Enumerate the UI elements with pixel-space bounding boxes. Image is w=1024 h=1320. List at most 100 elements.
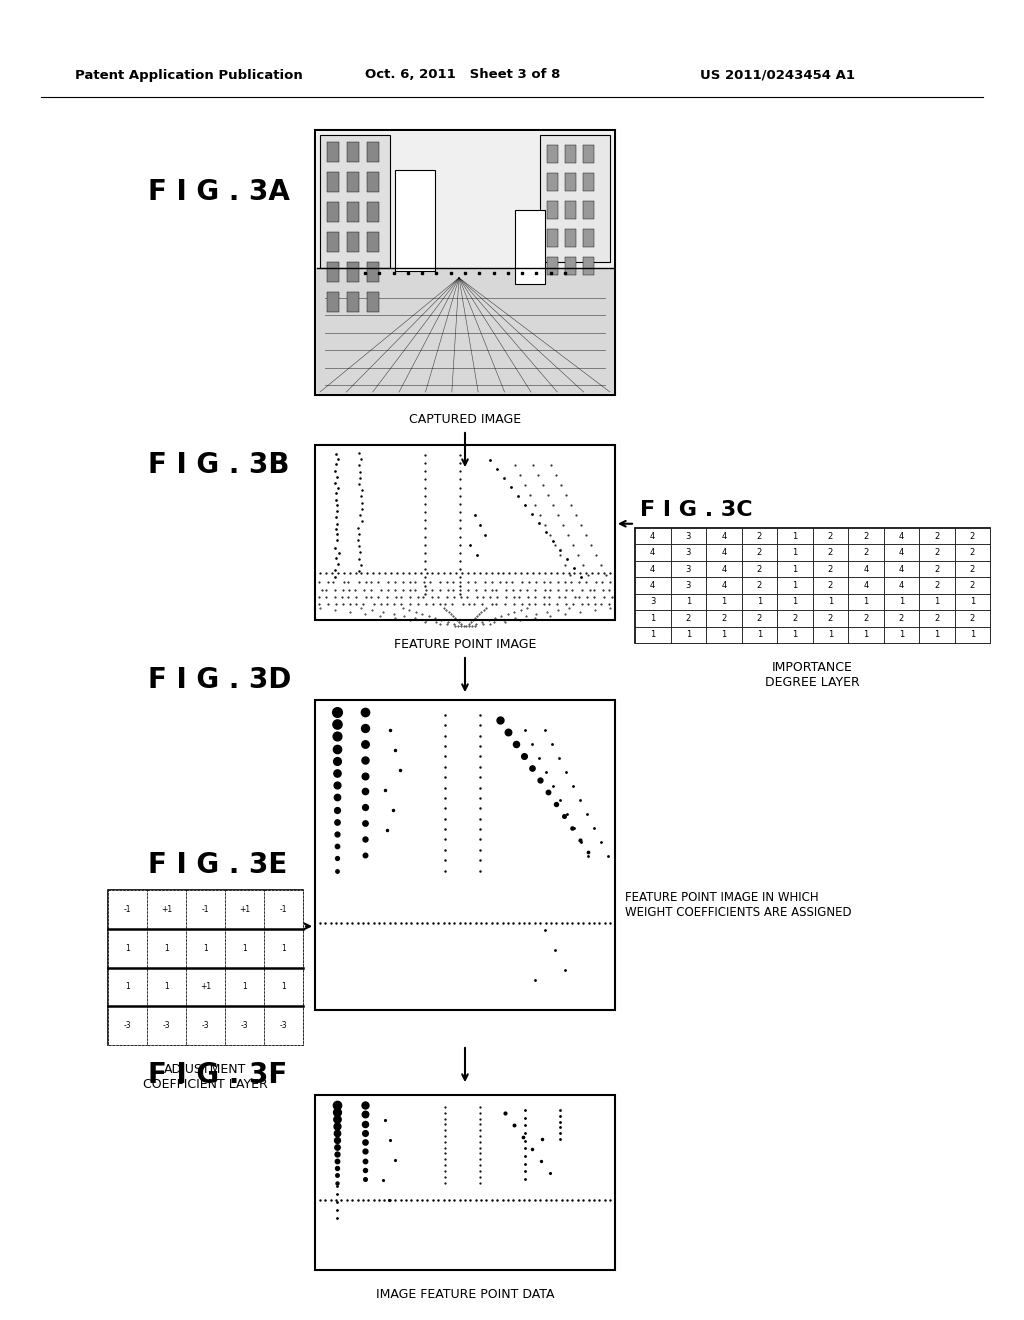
Bar bbox=[108, 968, 147, 1006]
Text: 2: 2 bbox=[757, 581, 762, 590]
Bar bbox=[706, 577, 741, 594]
Text: 3: 3 bbox=[650, 598, 655, 606]
Bar bbox=[812, 627, 848, 643]
Bar bbox=[583, 173, 594, 191]
Bar bbox=[565, 257, 575, 275]
Text: 1: 1 bbox=[899, 598, 904, 606]
Bar bbox=[367, 143, 379, 162]
Text: 3: 3 bbox=[685, 548, 691, 557]
Bar bbox=[635, 594, 671, 610]
Text: Patent Application Publication: Patent Application Publication bbox=[75, 69, 303, 82]
Bar bbox=[186, 890, 225, 929]
Bar bbox=[547, 201, 558, 219]
Text: F I G . 3B: F I G . 3B bbox=[148, 451, 290, 479]
Bar bbox=[954, 544, 990, 561]
Bar bbox=[741, 610, 777, 627]
Bar bbox=[741, 544, 777, 561]
Bar bbox=[108, 1006, 147, 1045]
Bar bbox=[147, 1006, 186, 1045]
Bar bbox=[108, 929, 147, 968]
Text: IMPORTANCE
DEGREE LAYER: IMPORTANCE DEGREE LAYER bbox=[765, 661, 860, 689]
Bar bbox=[565, 145, 575, 162]
Bar bbox=[954, 610, 990, 627]
Text: 2: 2 bbox=[757, 532, 762, 541]
Text: 2: 2 bbox=[970, 532, 975, 541]
Bar bbox=[706, 561, 741, 577]
Text: 1: 1 bbox=[793, 598, 798, 606]
Bar bbox=[583, 228, 594, 247]
Text: -3: -3 bbox=[163, 1022, 170, 1030]
Text: 2: 2 bbox=[970, 565, 975, 574]
Bar bbox=[671, 627, 706, 643]
Bar bbox=[848, 627, 884, 643]
Bar bbox=[108, 890, 303, 1045]
Text: 1: 1 bbox=[970, 630, 975, 639]
Text: 1: 1 bbox=[827, 630, 833, 639]
Text: 4: 4 bbox=[650, 532, 655, 541]
Text: 1: 1 bbox=[282, 944, 286, 953]
Text: Oct. 6, 2011   Sheet 3 of 8: Oct. 6, 2011 Sheet 3 of 8 bbox=[365, 69, 560, 82]
Text: 1: 1 bbox=[793, 565, 798, 574]
Text: -3: -3 bbox=[280, 1022, 288, 1030]
Text: 1: 1 bbox=[863, 598, 868, 606]
Bar bbox=[954, 627, 990, 643]
Bar bbox=[671, 610, 706, 627]
Bar bbox=[264, 890, 303, 929]
Bar bbox=[347, 261, 359, 282]
Text: 2: 2 bbox=[686, 614, 691, 623]
Text: F I G . 3D: F I G . 3D bbox=[148, 667, 292, 694]
Bar bbox=[741, 577, 777, 594]
Text: 4: 4 bbox=[899, 565, 904, 574]
Bar bbox=[777, 577, 812, 594]
Text: 3: 3 bbox=[685, 532, 691, 541]
Text: F I G . 3A: F I G . 3A bbox=[148, 178, 290, 206]
Text: 1: 1 bbox=[242, 944, 247, 953]
Bar bbox=[635, 610, 671, 627]
Bar bbox=[812, 594, 848, 610]
Text: 2: 2 bbox=[827, 581, 833, 590]
Bar bbox=[583, 201, 594, 219]
Bar bbox=[884, 610, 919, 627]
Bar bbox=[367, 232, 379, 252]
Text: 4: 4 bbox=[721, 532, 726, 541]
Text: +1: +1 bbox=[200, 982, 211, 991]
Bar bbox=[327, 261, 339, 282]
Bar bbox=[706, 610, 741, 627]
Text: IMAGE FEATURE POINT DATA: IMAGE FEATURE POINT DATA bbox=[376, 1288, 554, 1302]
Bar bbox=[954, 594, 990, 610]
Bar bbox=[147, 968, 186, 1006]
Bar bbox=[264, 968, 303, 1006]
Text: 1: 1 bbox=[721, 630, 726, 639]
Bar bbox=[635, 561, 671, 577]
Bar bbox=[264, 1006, 303, 1045]
Bar bbox=[848, 544, 884, 561]
Bar bbox=[741, 594, 777, 610]
Bar bbox=[367, 202, 379, 222]
Text: 1: 1 bbox=[793, 630, 798, 639]
Text: 2: 2 bbox=[934, 581, 939, 590]
Text: 2: 2 bbox=[827, 548, 833, 557]
Text: 1: 1 bbox=[793, 548, 798, 557]
Text: 1: 1 bbox=[686, 630, 691, 639]
Bar bbox=[547, 257, 558, 275]
Text: 1: 1 bbox=[242, 982, 247, 991]
Bar bbox=[635, 528, 671, 544]
Bar bbox=[884, 544, 919, 561]
Bar bbox=[777, 610, 812, 627]
Bar bbox=[706, 544, 741, 561]
Bar bbox=[319, 135, 390, 268]
Text: 1: 1 bbox=[863, 630, 868, 639]
Bar bbox=[671, 594, 706, 610]
Bar bbox=[848, 577, 884, 594]
Bar bbox=[186, 1006, 225, 1045]
Bar bbox=[635, 627, 671, 643]
Bar bbox=[565, 201, 575, 219]
Text: 1: 1 bbox=[793, 581, 798, 590]
Bar bbox=[812, 528, 848, 544]
Bar bbox=[919, 610, 954, 627]
Text: 4: 4 bbox=[899, 581, 904, 590]
Bar bbox=[919, 627, 954, 643]
Bar bbox=[186, 929, 225, 968]
Text: 2: 2 bbox=[970, 548, 975, 557]
Bar bbox=[848, 561, 884, 577]
